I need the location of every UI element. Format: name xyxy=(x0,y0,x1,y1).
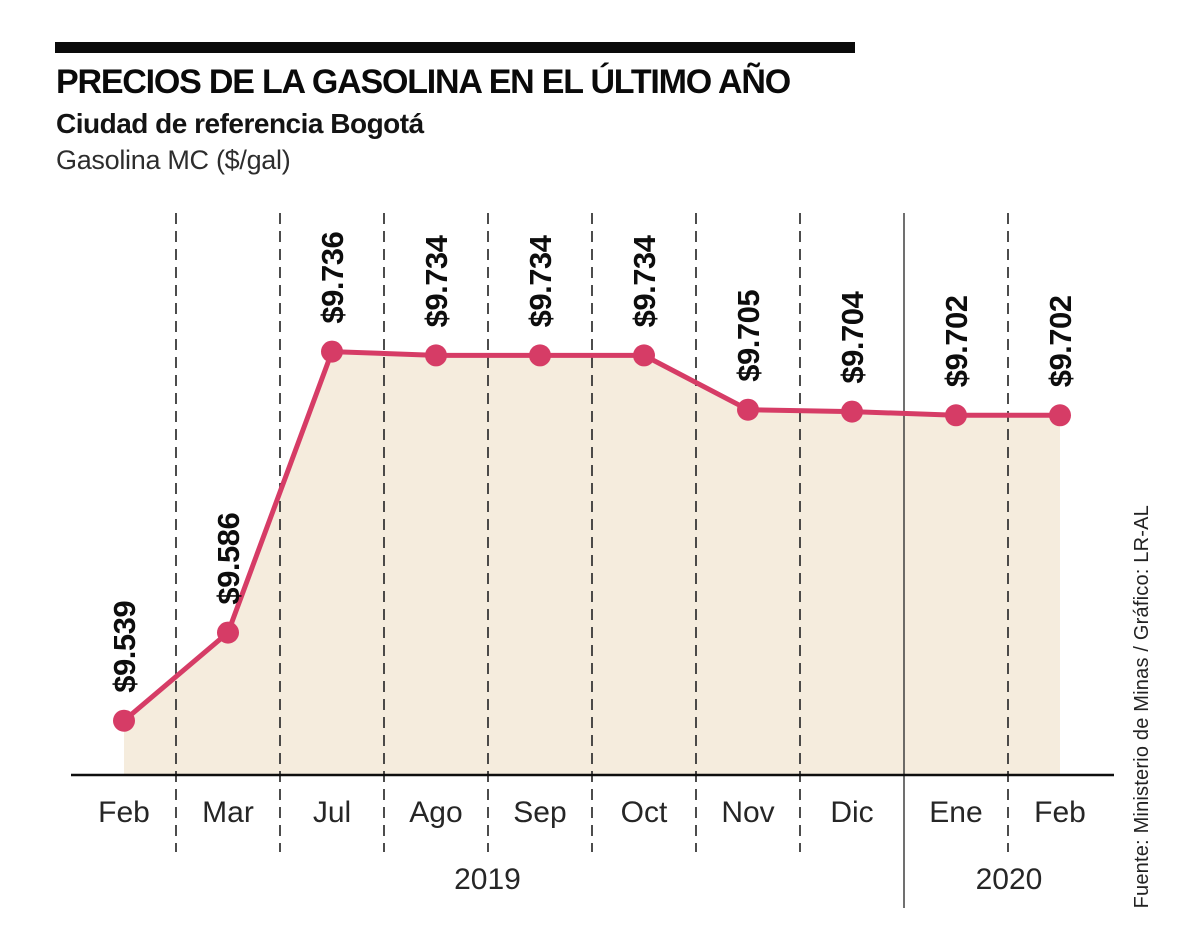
data-point-label: $9.734 xyxy=(419,234,454,327)
x-axis-month-label: Nov xyxy=(721,796,774,829)
data-point-label: $9.734 xyxy=(627,234,662,327)
data-point xyxy=(425,344,447,367)
data-point xyxy=(321,340,343,363)
data-point-label: $9.539 xyxy=(107,601,142,693)
x-axis-month-label: Feb xyxy=(1034,796,1086,829)
data-point-label: $9.586 xyxy=(211,513,246,605)
x-axis-year-label: 2020 xyxy=(976,863,1043,896)
data-point xyxy=(529,344,551,367)
chart-unit-label: Gasolina MC ($/gal) xyxy=(56,145,291,175)
data-point-label: $9.734 xyxy=(523,234,558,327)
data-point xyxy=(737,398,759,421)
data-point-label: $9.702 xyxy=(939,295,974,387)
x-axis-month-label: Ene xyxy=(929,796,982,829)
x-axis-month-label: Mar xyxy=(202,796,254,829)
data-point xyxy=(633,344,655,367)
x-axis-month-label: Jul xyxy=(313,796,351,829)
price-line xyxy=(121,349,1063,724)
data-point xyxy=(217,621,239,644)
x-axis-month-label: Oct xyxy=(621,796,668,829)
data-point xyxy=(1049,404,1071,427)
data-point xyxy=(945,404,967,427)
x-axis-year-label: 2019 xyxy=(454,863,521,896)
data-point-label: $9.704 xyxy=(835,291,870,384)
data-point xyxy=(113,709,135,732)
data-point-label: $9.702 xyxy=(1043,295,1078,387)
x-axis-month-label: Dic xyxy=(830,796,873,829)
source-credit: Fuente: Ministerio de Minas / Gráfico: L… xyxy=(1131,504,1153,908)
data-point-label: $9.736 xyxy=(315,232,350,324)
data-point xyxy=(841,400,863,423)
title-accent-bar xyxy=(55,42,855,53)
data-point-label: $9.705 xyxy=(731,290,766,382)
x-axis-month-label: Sep xyxy=(513,796,566,829)
chart-title: PRECIOS DE LA GASOLINA EN EL ÚLTIMO AÑO xyxy=(56,63,791,101)
x-axis-month-label: Feb xyxy=(98,796,150,829)
chart-subtitle: Ciudad de referencia Bogotá xyxy=(56,108,424,139)
x-axis-month-label: Ago xyxy=(409,796,462,829)
